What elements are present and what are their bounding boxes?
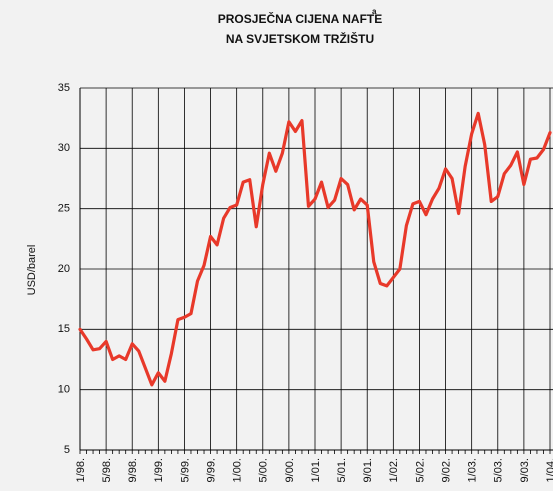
x-tick-label: 5/03. (493, 458, 505, 482)
x-tick-label: 5/00. (258, 458, 270, 482)
x-tick-label: 1/01. (310, 458, 322, 482)
x-tick-label: 9/98. (127, 458, 139, 482)
price-line (78, 111, 552, 387)
x-tick-label: 5/01. (336, 458, 348, 482)
x-tick-label: 1/98. (75, 458, 87, 482)
x-tick-label: 9/01. (362, 458, 374, 482)
x-tick-label: 1/04. (545, 458, 553, 482)
title-superscript: a (372, 7, 377, 16)
x-tick-label: 5/98. (101, 458, 113, 482)
x-tick-label: 1/03. (467, 458, 479, 482)
y-tick-label: 15 (58, 323, 70, 335)
chart-title: NA SVJETSKOM TRŽIŠTU (226, 31, 374, 46)
y-tick-label: 25 (58, 203, 70, 215)
x-tick-label: 9/99. (205, 458, 217, 482)
x-tick-label: 5/02. (414, 458, 426, 482)
x-tick-label: 9/03. (519, 458, 531, 482)
y-tick-label: 35 (58, 82, 70, 94)
y-tick-label: 30 (58, 142, 70, 154)
x-tick-label: 1/99. (153, 458, 165, 482)
x-tick-label: 1/00. (232, 458, 244, 482)
x-tick-label: 1/02. (388, 458, 400, 482)
y-tick-label: 10 (58, 384, 70, 396)
y-tick-label: 20 (58, 263, 70, 275)
chart-title: PROSJEČNA CIJENA NAFTE (218, 11, 382, 26)
x-tick-label: 9/00. (284, 458, 296, 482)
y-tick-label: 5 (64, 444, 70, 456)
x-tick-label: 9/02. (440, 458, 452, 482)
y-axis-label: USD/barel (26, 245, 38, 296)
x-tick-label: 5/99. (179, 458, 191, 482)
